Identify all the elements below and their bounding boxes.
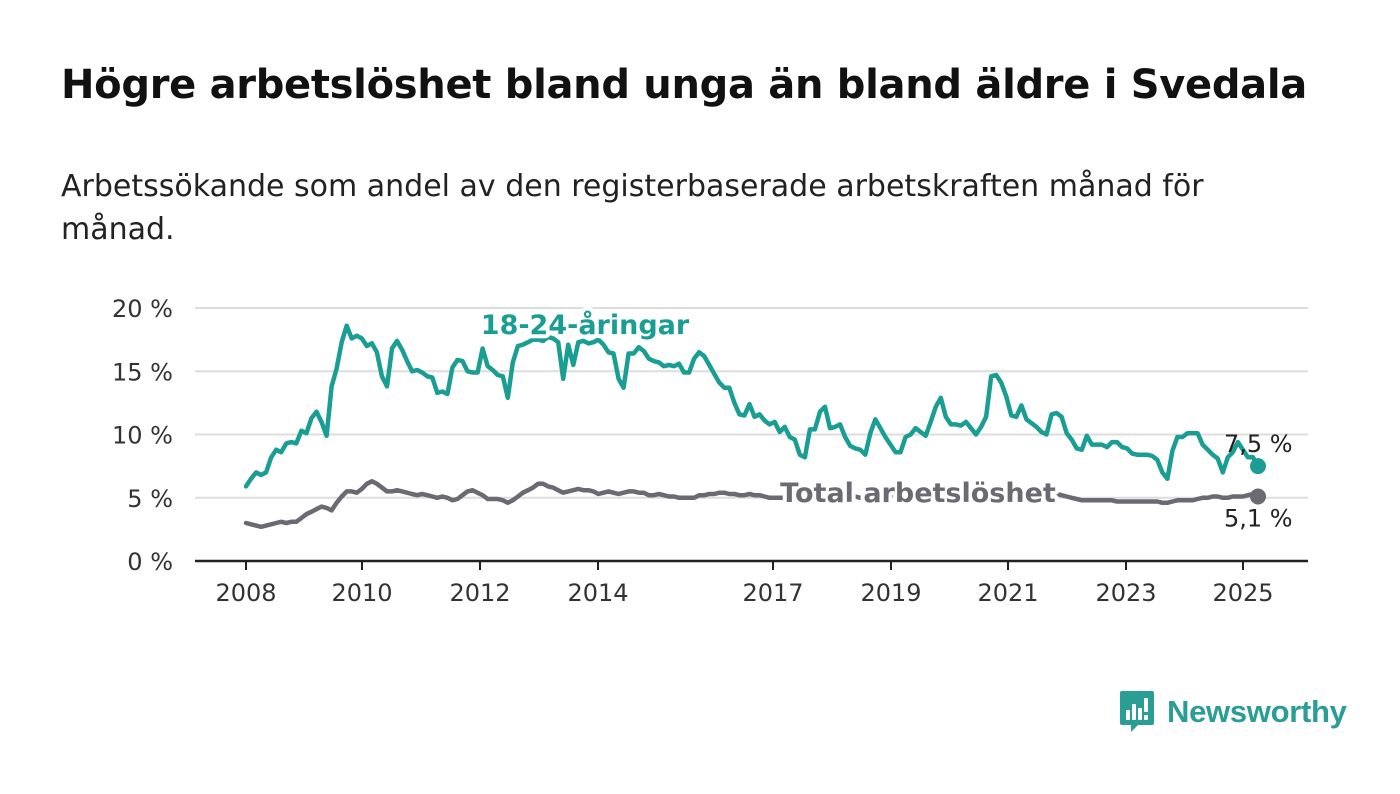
series-line-1 [243,479,1261,530]
y-tick-label: 5 % [127,485,173,513]
x-tick-label: 2008 [215,579,276,607]
series-lines [243,323,1266,530]
end-value-label-1: 5,1 % [1224,504,1293,532]
series-name-label-1: Total arbetslöshet [780,478,1056,509]
y-tick-label: 0 % [127,548,173,576]
axes: 0 % 5 % 10 % 15 % 20 % 2008 2010 2012 2014 2017 20… [112,295,1308,607]
x-tick-label: 2010 [331,579,392,607]
end-value-label-0: 7,5 % [1224,430,1293,458]
x-tick-label: 2012 [449,579,510,607]
series-labels: 7,5 % 5,1 % 18-24-åringar Total arbetslöshe… [477,305,1293,532]
y-tick-label: 15 % [112,358,173,386]
brand-name: Newsworthy [1167,694,1347,729]
x-tick-label: 2023 [1095,579,1156,607]
x-tick-label: 2021 [977,579,1038,607]
page-subtitle: Arbetssökande som andel av den registerb… [61,169,1204,247]
x-tick-label: 2017 [742,579,803,607]
bar-chart-speech-bubble-icon [1120,691,1154,732]
page-title: Högre arbetslöshet bland unga än bland ä… [61,62,1307,108]
x-tick-label: 2019 [860,579,921,607]
series-name-label-0: 18-24-åringar [481,309,690,341]
x-tick-label: 2025 [1212,579,1273,607]
y-tick-label: 20 % [112,295,173,323]
series-endpoint-0 [1250,458,1266,475]
y-tick-label: 10 % [112,422,173,450]
series-endpoint-1 [1250,488,1266,505]
series-line-0 [243,323,1261,489]
newsworthy-logo: Newsworthy [1119,690,1347,734]
x-tick-label: 2014 [567,579,628,607]
